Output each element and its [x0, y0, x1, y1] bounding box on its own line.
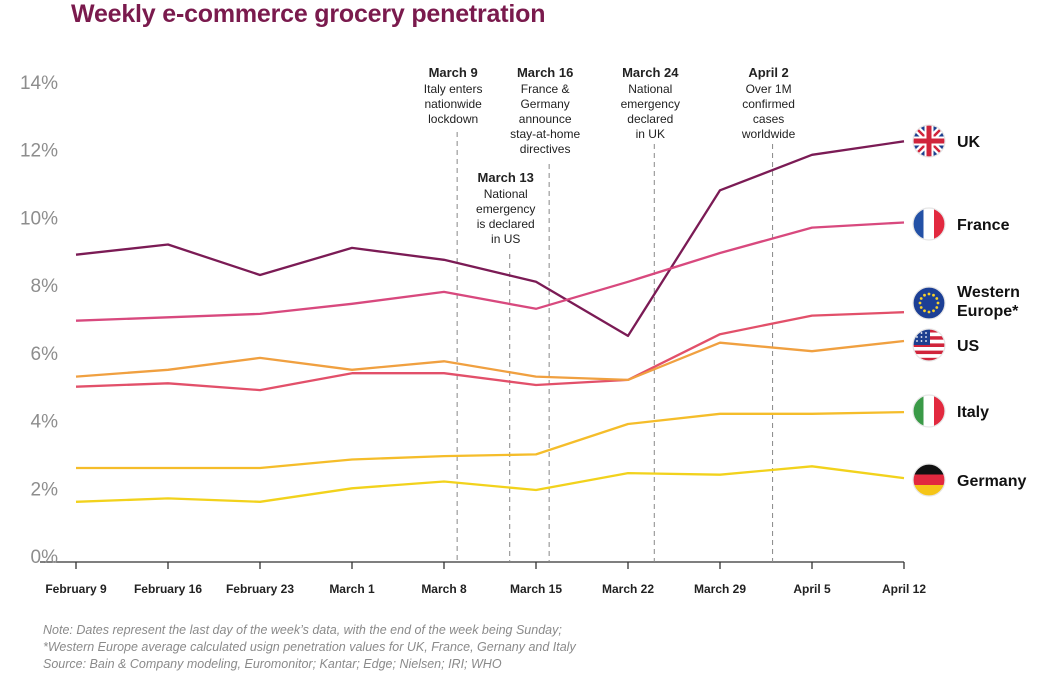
legend-label: France — [957, 217, 1010, 234]
series-line-germany — [75, 465, 905, 503]
event-description-line: cases — [753, 112, 784, 126]
legend-label: US — [957, 338, 980, 355]
y-tick-label: 14% — [20, 73, 58, 94]
event-description-line: Italy enters — [424, 82, 483, 96]
y-tick-label: 12% — [20, 141, 58, 162]
event-description-line: worldwide — [741, 127, 796, 141]
y-tick-label: 0% — [31, 547, 59, 568]
eu-flag-icon — [912, 286, 946, 320]
event-description-line: stay-at-home — [510, 127, 580, 141]
series-line-france — [75, 221, 905, 322]
event-description-line: lockdown — [428, 112, 478, 126]
x-tick-label: February 9 — [45, 582, 107, 596]
x-tick-label: April 5 — [793, 582, 831, 596]
y-tick-label: 4% — [31, 412, 59, 433]
source-line: Source: Bain & Company modeling, Euromon… — [43, 657, 502, 671]
x-tick-label: March 8 — [421, 582, 467, 596]
x-tick-label: April 12 — [882, 582, 926, 596]
event-description-line: France & — [521, 82, 570, 96]
y-tick-label: 2% — [31, 479, 59, 500]
series-line-italy — [76, 410, 905, 470]
y-tick-label: 8% — [31, 276, 59, 297]
uk-flag-icon — [912, 124, 946, 158]
note-line-1: Note: Dates represent the last day of th… — [43, 623, 562, 637]
event-date-label: April 2 — [748, 65, 788, 80]
legend-label: UK — [957, 134, 981, 151]
event-description-line: nationwide — [424, 97, 482, 111]
event-date-label: March 13 — [478, 170, 534, 185]
us-flag-icon — [912, 328, 946, 362]
event-description-line: directives — [520, 142, 571, 156]
legend-label: Europe* — [957, 303, 1019, 320]
legend-label: Italy — [957, 404, 989, 421]
x-tick-label: February 23 — [226, 582, 294, 596]
x-tick-label: February 16 — [134, 582, 202, 596]
event-date-label: March 16 — [517, 65, 573, 80]
france-flag-icon — [912, 207, 946, 241]
legend-label: Germany — [957, 473, 1026, 490]
series-line-uk — [75, 140, 905, 338]
germany-flag-icon — [912, 463, 946, 497]
x-tick-label: March 1 — [329, 582, 375, 596]
event-date-label: March 9 — [429, 65, 478, 80]
event-description-line: Over 1M — [746, 82, 792, 96]
series-line-western-europe — [75, 311, 905, 392]
event-description-line: confirmed — [742, 97, 795, 111]
chart-notes: Note: Dates represent the last day of th… — [43, 622, 576, 673]
y-tick-label: 6% — [31, 344, 59, 365]
x-tick-label: March 22 — [602, 582, 654, 596]
event-description-line: National — [484, 187, 528, 201]
chart-title: Weekly e-commerce grocery penetration — [71, 0, 546, 28]
event-description-line: emergency — [621, 97, 680, 111]
x-tick-label: March 29 — [694, 582, 746, 596]
event-description-line: in UK — [636, 127, 665, 141]
event-description-line: National — [628, 82, 672, 96]
event-description-line: declared — [627, 112, 673, 126]
note-line-2: *Western Europe average calculated usign… — [43, 640, 576, 654]
series-line-us — [75, 339, 905, 382]
event-description-line: announce — [519, 112, 572, 126]
y-tick-label: 10% — [20, 208, 58, 229]
event-description-line: Germany — [520, 97, 569, 111]
legend-label: Western — [957, 284, 1020, 301]
italy-flag-icon — [912, 394, 946, 428]
x-tick-label: March 15 — [510, 582, 562, 596]
event-date-label: March 24 — [622, 65, 679, 80]
event-description-line: in US — [491, 232, 520, 246]
event-description-line: emergency — [476, 202, 535, 216]
event-description-line: is declared — [477, 217, 535, 231]
